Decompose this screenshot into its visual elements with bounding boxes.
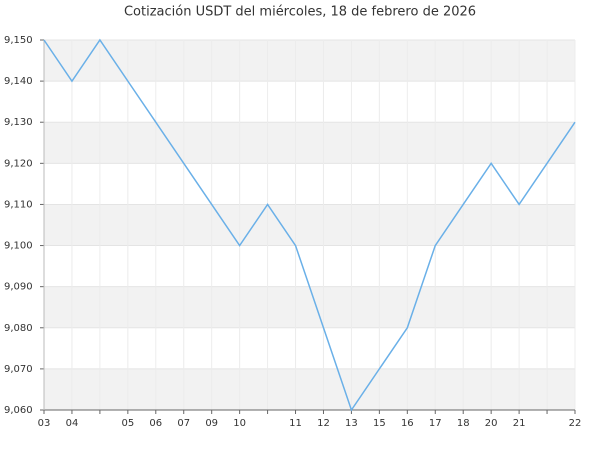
grid-band: [44, 286, 575, 328]
x-tick-label: 07: [177, 418, 190, 429]
x-tick-label: 04: [66, 418, 79, 429]
line-series: [43, 38, 576, 412]
x-tick-label: 13: [345, 418, 358, 429]
y-tick-label: 9,150: [4, 35, 33, 46]
x-tick-label: 16: [401, 418, 414, 429]
y-tick-label: 9,090: [4, 282, 33, 293]
y-tick-label: 9,130: [4, 117, 33, 128]
grid-band: [44, 122, 575, 164]
y-tick-label: 9,120: [4, 158, 33, 169]
x-tick-label: 21: [513, 418, 526, 429]
x-tick-label: 09: [205, 418, 218, 429]
grid-band: [44, 204, 575, 246]
y-tick-label: 9,100: [4, 241, 33, 252]
y-tick-label: 9,080: [4, 323, 33, 334]
y-tick-label: 9,070: [4, 364, 33, 375]
grid-band: [44, 40, 575, 82]
x-tick-label: 03: [38, 418, 51, 429]
y-tick-label: 9,060: [4, 405, 33, 416]
x-tick-label: 05: [121, 418, 134, 429]
x-tick-label: 06: [149, 418, 162, 429]
x-tick-label: 10: [233, 418, 246, 429]
x-tick-label: 11: [289, 418, 302, 429]
x-tick-label: 20: [485, 418, 498, 429]
x-tick-label: 18: [457, 418, 470, 429]
x-tick-label: 22: [569, 418, 582, 429]
x-tick-label: 12: [317, 418, 330, 429]
chart-title: Cotización USDT del miércoles, 18 de feb…: [124, 5, 476, 20]
grid-band: [44, 368, 575, 410]
x-tick-label: 17: [429, 418, 442, 429]
y-tick-label: 9,110: [4, 199, 33, 210]
y-tick-label: 9,140: [4, 76, 33, 87]
x-tick-label: 15: [373, 418, 386, 429]
